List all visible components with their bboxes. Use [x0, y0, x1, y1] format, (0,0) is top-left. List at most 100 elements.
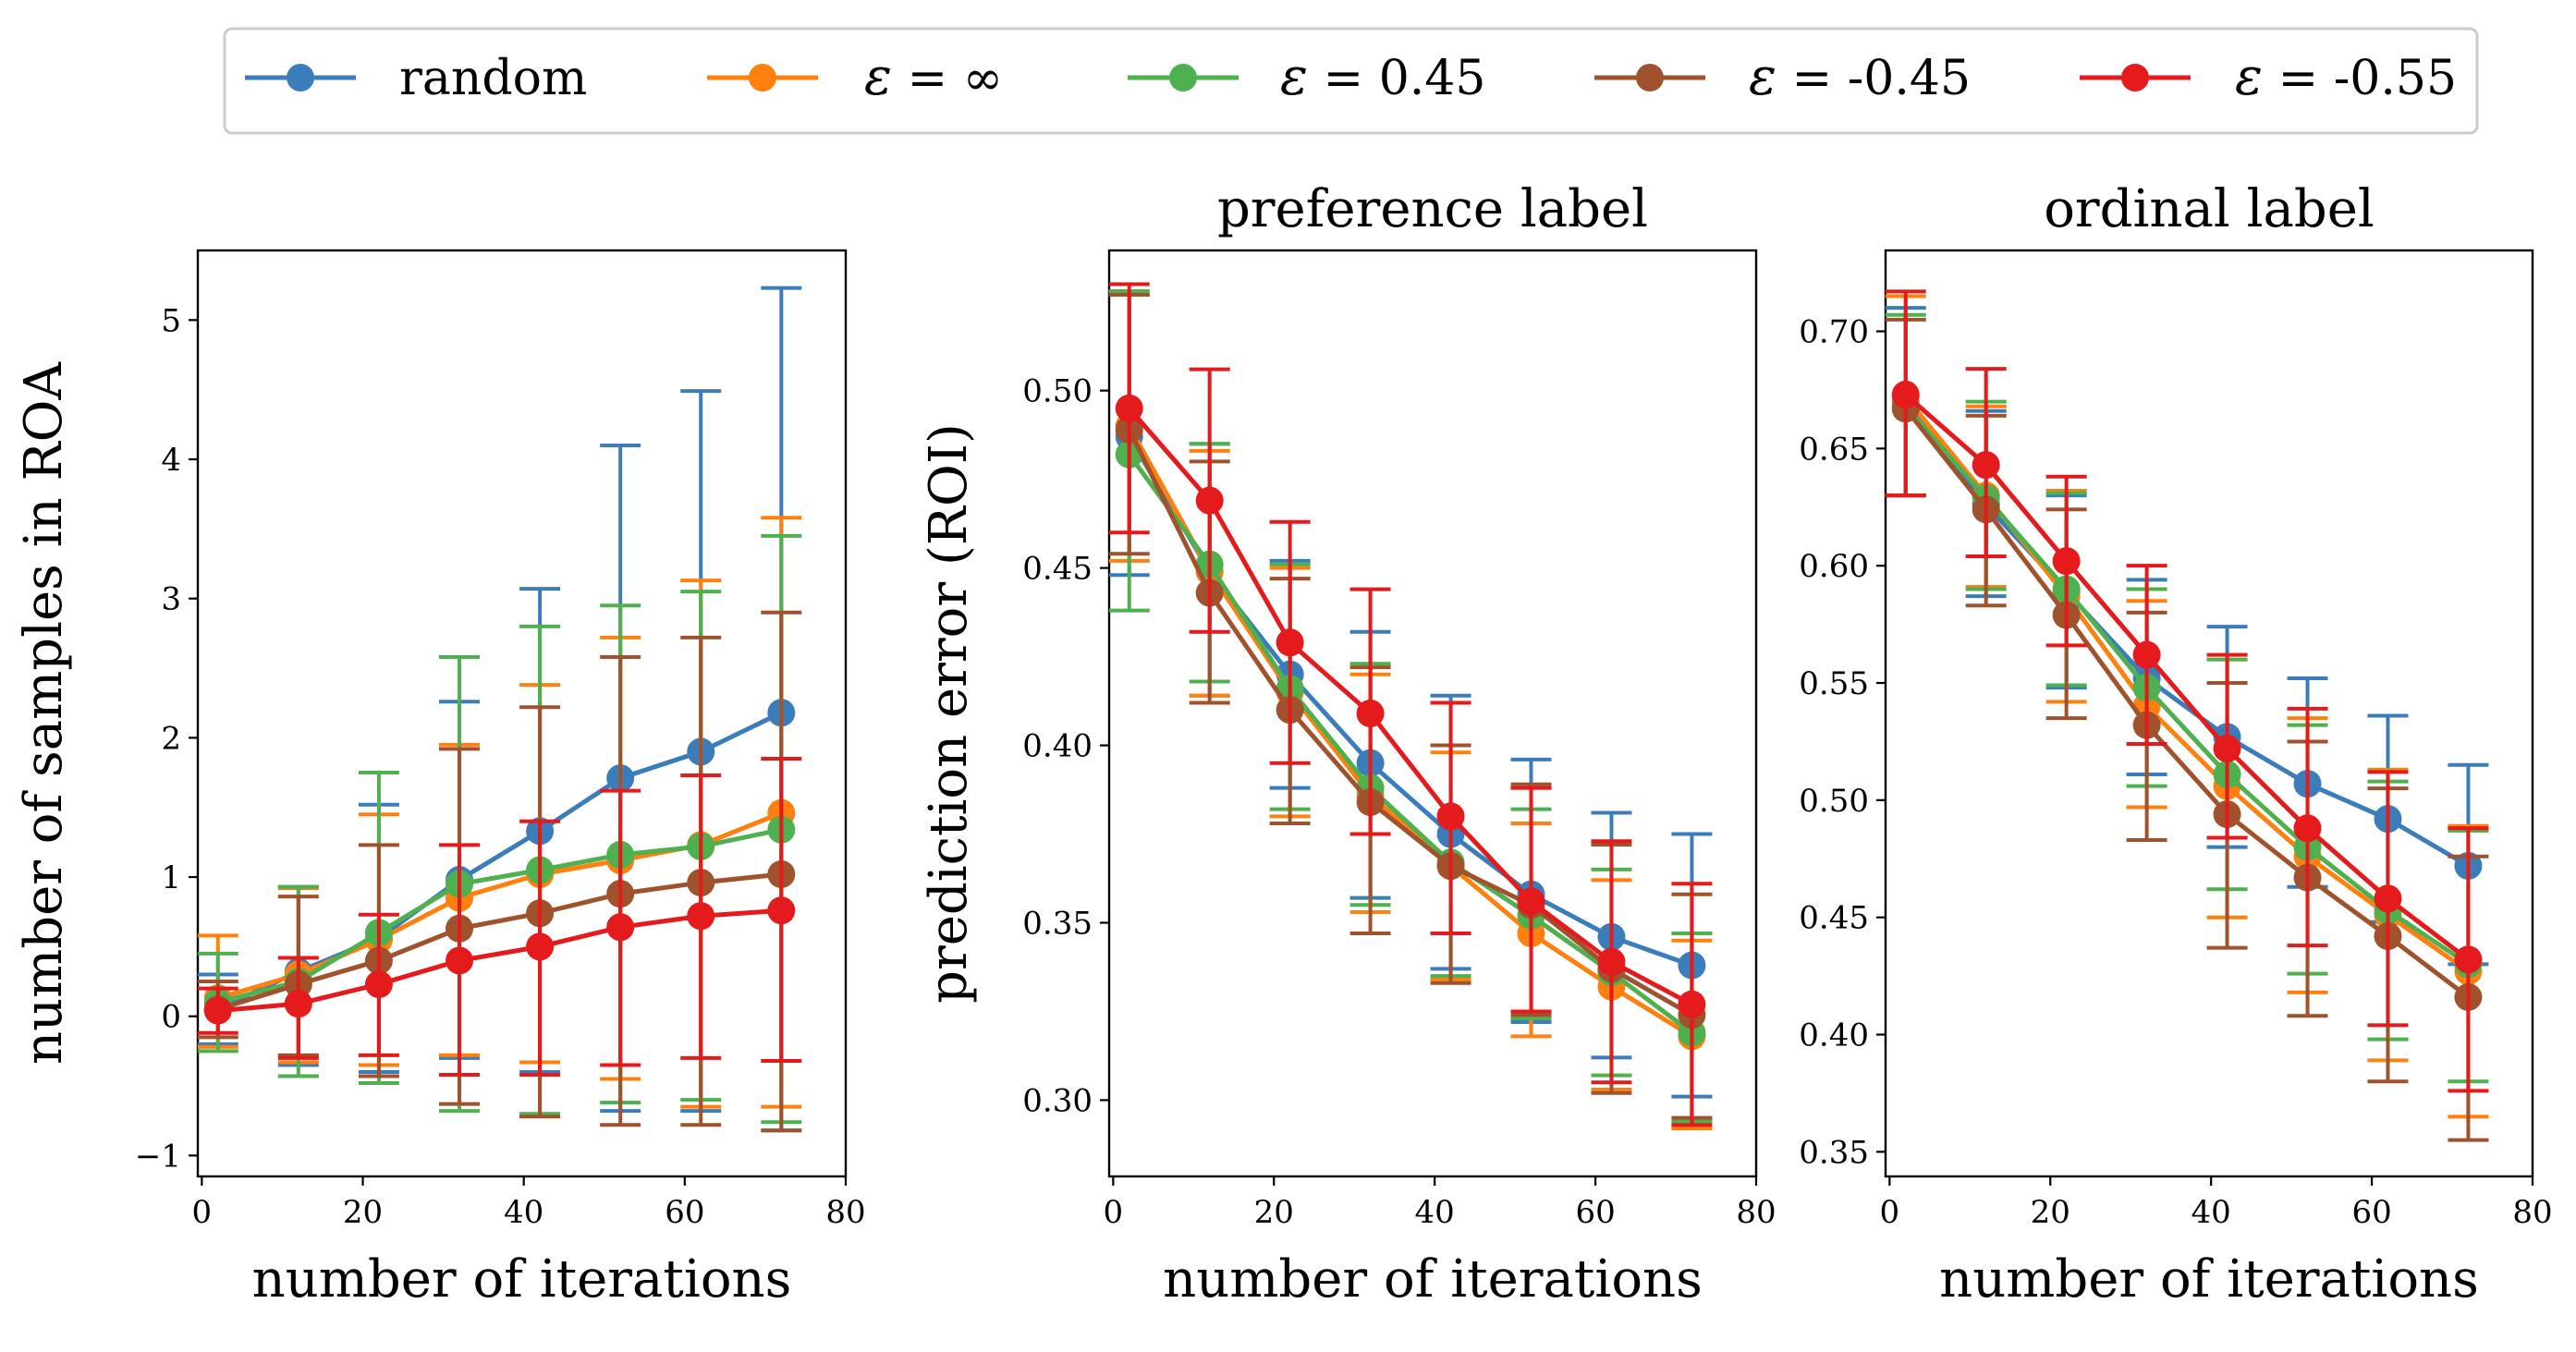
y-tick-label: 0.40	[1022, 728, 1093, 765]
x-axis-label: number of iterations	[1163, 1249, 1703, 1309]
plot-frame	[1884, 249, 2534, 1178]
data-point	[767, 896, 796, 925]
y-tick-label: 3	[161, 581, 181, 618]
legend-eps-symbol: ε	[1749, 47, 1776, 107]
data-point	[203, 996, 232, 1025]
y-tick-label: 0.70	[1799, 314, 1869, 351]
legend-marker-eps-m055	[2121, 64, 2149, 91]
y-tick-label: 0.50	[1799, 783, 1869, 820]
series-line	[1903, 400, 2470, 869]
series-eps-m055	[1885, 289, 2489, 1093]
y-tick-label: 0.60	[1799, 548, 1869, 585]
legend-entry-random: random	[245, 51, 587, 106]
y-axis-label: prediction error (ROI)	[919, 423, 979, 1004]
legend-frame	[223, 27, 2479, 135]
legend-eps-value: = 0.45	[1308, 51, 1485, 106]
x-tick-label: 60	[665, 1194, 704, 1231]
data-point	[1356, 700, 1385, 727]
x-tick-label: 60	[2351, 1194, 2391, 1231]
x-tick-label: 40	[1415, 1194, 1455, 1231]
series-eps-m055	[1108, 282, 1713, 1127]
x-tick-label: 80	[1736, 1194, 1776, 1231]
x-tick-label: 20	[2031, 1194, 2070, 1231]
legend-eps-value: = -0.45	[1776, 51, 1971, 106]
data-point	[2293, 814, 2322, 843]
y-tick-label: 0	[161, 999, 181, 1036]
x-tick-label: 20	[1254, 1194, 1294, 1231]
series-line	[1127, 407, 1693, 1007]
chart-panel-3: 0 20 40 60 80 0.35 0.40 0.45 0.50 0.55 0.60 0.65 0.7…	[1799, 179, 2552, 1309]
y-tick-label: 0.40	[1799, 1017, 1869, 1054]
plot-frame	[196, 249, 848, 1178]
data-point	[1115, 394, 1143, 422]
data-point	[606, 913, 635, 942]
x-axis-label: number of iterations	[252, 1249, 792, 1309]
legend-label-random: random	[399, 51, 587, 106]
legend-eps-symbol: ε	[2235, 47, 2263, 107]
legend-marker-eps-045	[1169, 64, 1197, 91]
series-line	[1903, 407, 2470, 999]
y-tick-label: 0.45	[1799, 900, 1869, 937]
data-point	[446, 946, 474, 975]
data-point	[687, 902, 715, 931]
x-tick-label: 0	[1104, 1194, 1124, 1231]
y-tick-label: 1	[161, 859, 181, 896]
panel-title: preference label	[1217, 179, 1648, 239]
data-point	[2052, 547, 2081, 576]
series-eps-inf	[197, 516, 802, 1109]
legend-marker-eps-inf	[749, 64, 776, 91]
data-point	[526, 932, 555, 961]
legend: random ε = ∞ ε = 0.45 ε = -0.45	[223, 27, 2479, 135]
data-point	[364, 970, 393, 999]
chart-panels: 0 20 40 60 80 −1 0 1 2 3 4 5 number of iterations num…	[14, 179, 2553, 1309]
legend-eps-symbol: ε	[864, 47, 892, 107]
legend-label-eps-inf: ε = ∞	[864, 47, 1003, 107]
data-point	[1195, 486, 1224, 515]
legend-eps-value: = -0.55	[2263, 51, 2457, 106]
y-tick-label: −1	[135, 1138, 181, 1175]
legend-eps-value: = ∞	[892, 51, 1003, 106]
series-eps-inf	[1108, 289, 1713, 1131]
legend-eps-symbol: ε	[1280, 47, 1308, 107]
x-tick-label: 80	[825, 1194, 865, 1231]
data-point	[1597, 947, 1626, 976]
y-tick-label: 5	[161, 302, 181, 339]
data-point	[2374, 884, 2402, 913]
x-tick-label: 0	[192, 1194, 213, 1231]
data-point	[1276, 628, 1304, 657]
series-eps-m045	[197, 610, 802, 1133]
data-point	[1891, 381, 1920, 409]
legend-label-eps-m045: ε = -0.45	[1749, 47, 1971, 107]
x-tick-label: 0	[1880, 1194, 1900, 1231]
data-point	[2454, 945, 2483, 974]
legend-marker-random	[287, 64, 314, 91]
y-tick-label: 2	[161, 720, 181, 757]
x-tick-label: 20	[343, 1194, 383, 1231]
series-eps-045	[197, 533, 802, 1125]
data-point	[1972, 451, 2000, 480]
data-point	[1678, 990, 1706, 1018]
x-tick-label: 60	[1575, 1194, 1615, 1231]
y-axis-label: number of samples in ROA	[14, 361, 74, 1065]
data-point	[284, 990, 312, 1018]
x-tick-label: 40	[2191, 1194, 2231, 1231]
legend-marker-eps-m045	[1636, 64, 1664, 91]
data-point	[1517, 887, 1545, 916]
y-tick-label: 0.30	[1022, 1082, 1093, 1119]
legend-label-eps-m055: ε = -0.55	[2235, 47, 2457, 107]
x-tick-label: 80	[2512, 1194, 2552, 1231]
series-line	[1904, 393, 2470, 962]
data-point	[1436, 802, 1465, 831]
legend-entry-eps-045: ε = 0.45	[1128, 47, 1485, 107]
y-tick-label: 0.50	[1022, 373, 1093, 410]
series-line	[216, 710, 783, 1012]
plot-frame	[1107, 249, 1758, 1178]
y-tick-label: 0.45	[1022, 551, 1093, 588]
legend-entry-eps-inf: ε = ∞	[707, 47, 1003, 107]
data-point	[2213, 735, 2241, 763]
x-tick-label: 40	[504, 1194, 543, 1231]
legend-label-eps-045: ε = 0.45	[1280, 47, 1485, 107]
panel-title: ordinal label	[2044, 179, 2375, 239]
y-tick-label: 4	[161, 442, 181, 479]
